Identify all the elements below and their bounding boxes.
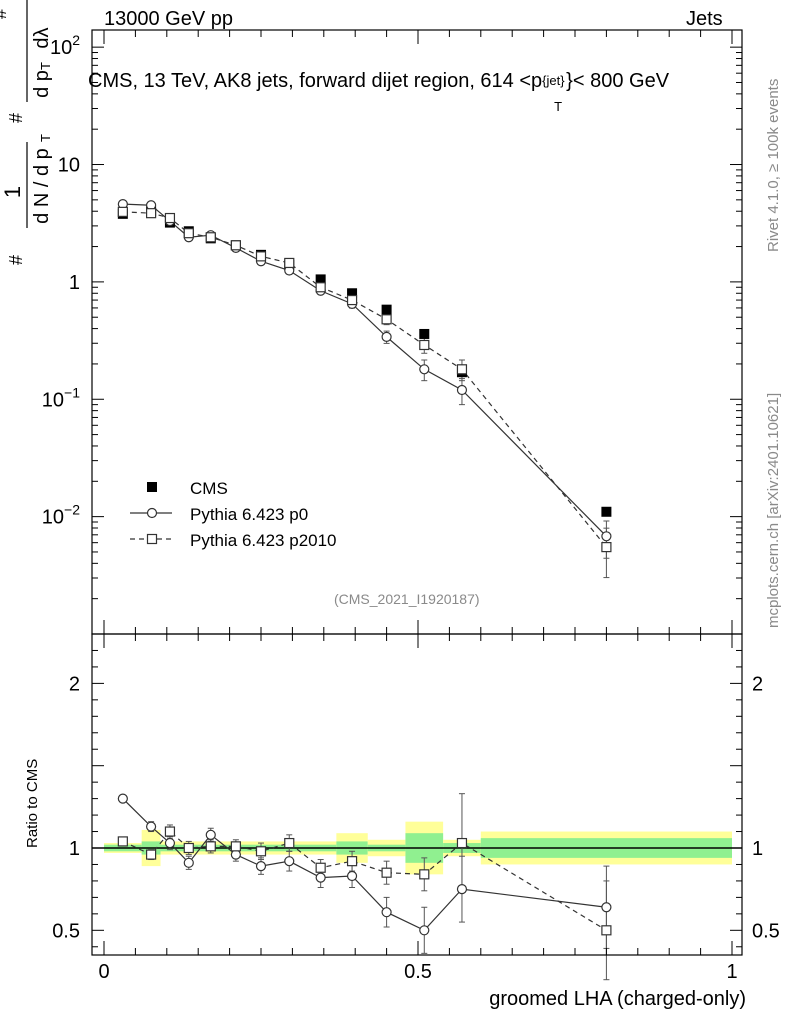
legend-marker-cms xyxy=(147,482,157,492)
main-point-2-1 xyxy=(146,208,157,219)
rivet-version-label: Rivet 4.1.0, ≥ 100k events xyxy=(765,78,782,252)
ylabel-denominator-1: d N / d p xyxy=(31,148,53,224)
x-tick-label-0: 0 xyxy=(98,961,109,983)
ylabel-N: N xyxy=(0,51,5,65)
ratio-point-0-7 xyxy=(284,856,295,867)
ratio-point-1-0 xyxy=(117,836,128,847)
main-point-1-11 xyxy=(419,364,430,375)
main-point-2-3 xyxy=(183,228,194,239)
main-point-2-9 xyxy=(346,294,358,306)
ratio-point-0-10 xyxy=(381,907,392,918)
legend: CMS Pythia 6.423 p0 Pythia 6.423 p2010 xyxy=(130,479,337,550)
ratio-point-0-3 xyxy=(183,857,194,868)
ratio-ytick-label-right-0: 0.5 xyxy=(752,920,780,942)
legend-label-cms: CMS xyxy=(190,479,228,498)
ratio-uncertainty-bands xyxy=(92,821,742,875)
main-line-2 xyxy=(122,211,607,548)
main-point-1-10 xyxy=(381,331,392,342)
main-point-2-2 xyxy=(164,212,176,224)
main-point-0-8 xyxy=(315,274,326,285)
main-point-2-0 xyxy=(117,206,128,217)
main-point-0-11 xyxy=(419,328,430,339)
ylabel-dpT: d p xyxy=(31,70,53,98)
main-point-2-4 xyxy=(205,232,216,243)
main-point-2-6 xyxy=(255,251,267,262)
ratio-ytick-label-2: 2 xyxy=(69,673,80,695)
x-tick-label-2: 1 xyxy=(726,961,737,983)
legend-label-p2010: Pythia 6.423 p2010 xyxy=(190,531,337,550)
ylabel-d2: d xyxy=(0,76,5,87)
legend-label-p0: Pythia 6.423 p0 xyxy=(190,505,308,524)
legend-marker-p2010 xyxy=(146,533,158,545)
ylabel-hash-2: # xyxy=(6,113,26,123)
main-point-0-13 xyxy=(601,506,612,517)
ratio-point-0-6 xyxy=(255,861,267,872)
ratio-point-1-2 xyxy=(164,826,176,837)
ylabel-sub-T-2: T xyxy=(38,62,53,70)
ratio-point-1-8 xyxy=(315,862,326,873)
ratio-point-0-0 xyxy=(117,793,128,804)
ratio-point-0-8 xyxy=(315,872,326,883)
ylabel-hash-1: # xyxy=(6,255,26,265)
main-point-2-12 xyxy=(456,364,468,375)
ratio-point-0-4 xyxy=(205,829,216,840)
ratio-point-0-9 xyxy=(346,870,358,882)
ylabel-dlambda: dλ xyxy=(31,27,53,48)
x-tick-label-1: 0.5 xyxy=(404,961,432,983)
x-axis-label: groomed LHA (charged-only) xyxy=(489,988,746,1010)
main-ytick-label-2: 1 xyxy=(69,272,80,294)
legend-marker-p0 xyxy=(146,507,158,519)
axes-frame: 10−2 10−1 1 10 102 0 0.5 1 0.5 0.5 1 1 2 2 xyxy=(42,29,780,983)
ratio-point-0-2 xyxy=(164,837,176,849)
ylabel-one: 1 xyxy=(0,186,25,198)
ratio-axis-label: Ratio to CMS xyxy=(24,758,41,848)
main-ytick-label-4: 102 xyxy=(50,32,80,59)
ratio-point-0-13 xyxy=(601,902,612,913)
ratio-ytick-label-right-1: 1 xyxy=(752,838,763,860)
plot-title: CMS, 13 TeV, AK8 jets, forward dijet reg… xyxy=(88,70,670,114)
main-point-0-9 xyxy=(347,288,358,299)
ratio-point-1-12 xyxy=(456,837,468,849)
main-point-2-5 xyxy=(230,240,241,251)
ratio-point-1-1 xyxy=(146,849,157,860)
mcplots-label: mcplots.cern.ch [arXiv:2401.10621] xyxy=(765,392,782,628)
analysis-watermark: (CMS_2021_I1920187) xyxy=(334,591,480,607)
ratio-point-1-7 xyxy=(284,837,295,849)
ylabel-sub-T-1: T xyxy=(38,134,53,142)
header-left-label: 13000 GeV pp xyxy=(104,8,233,30)
main-point-1-13 xyxy=(601,531,612,542)
series-lines xyxy=(122,203,607,932)
main-point-1-12 xyxy=(456,384,468,396)
main-point-2-10 xyxy=(381,314,392,325)
ratio-point-0-12 xyxy=(456,884,468,895)
main-ytick-label-3: 10 xyxy=(58,155,80,177)
ratio-point-1-5 xyxy=(230,841,241,852)
ratio-ytick-label-right-2: 2 xyxy=(752,673,763,695)
ratio-point-1-9 xyxy=(346,856,358,867)
main-point-0-10 xyxy=(381,304,392,315)
main-point-2-13 xyxy=(601,542,612,553)
ylabel-hash-3: # xyxy=(0,9,10,19)
data-markers xyxy=(117,199,612,936)
header-right-label: Jets xyxy=(686,8,723,30)
ratio-point-1-6 xyxy=(255,846,267,857)
ratio-point-0-11 xyxy=(419,925,430,936)
main-ytick-label-0: 10−2 xyxy=(42,502,80,529)
ratio-panel-frame xyxy=(91,633,743,956)
ratio-point-1-11 xyxy=(419,869,430,880)
ratio-point-1-10 xyxy=(381,867,392,878)
ratio-point-1-4 xyxy=(205,841,216,852)
main-ytick-label-1: 10−1 xyxy=(42,384,80,411)
ratio-ytick-label-1: 1 xyxy=(69,838,80,860)
ratio-point-0-1 xyxy=(146,821,157,832)
main-point-2-8 xyxy=(315,282,326,293)
main-point-2-7 xyxy=(284,257,295,269)
ratio-point-1-13 xyxy=(601,925,612,936)
main-point-2-11 xyxy=(419,339,430,351)
ratio-point-1-3 xyxy=(183,842,194,854)
ratio-ytick-label-0: 0.5 xyxy=(52,920,80,942)
